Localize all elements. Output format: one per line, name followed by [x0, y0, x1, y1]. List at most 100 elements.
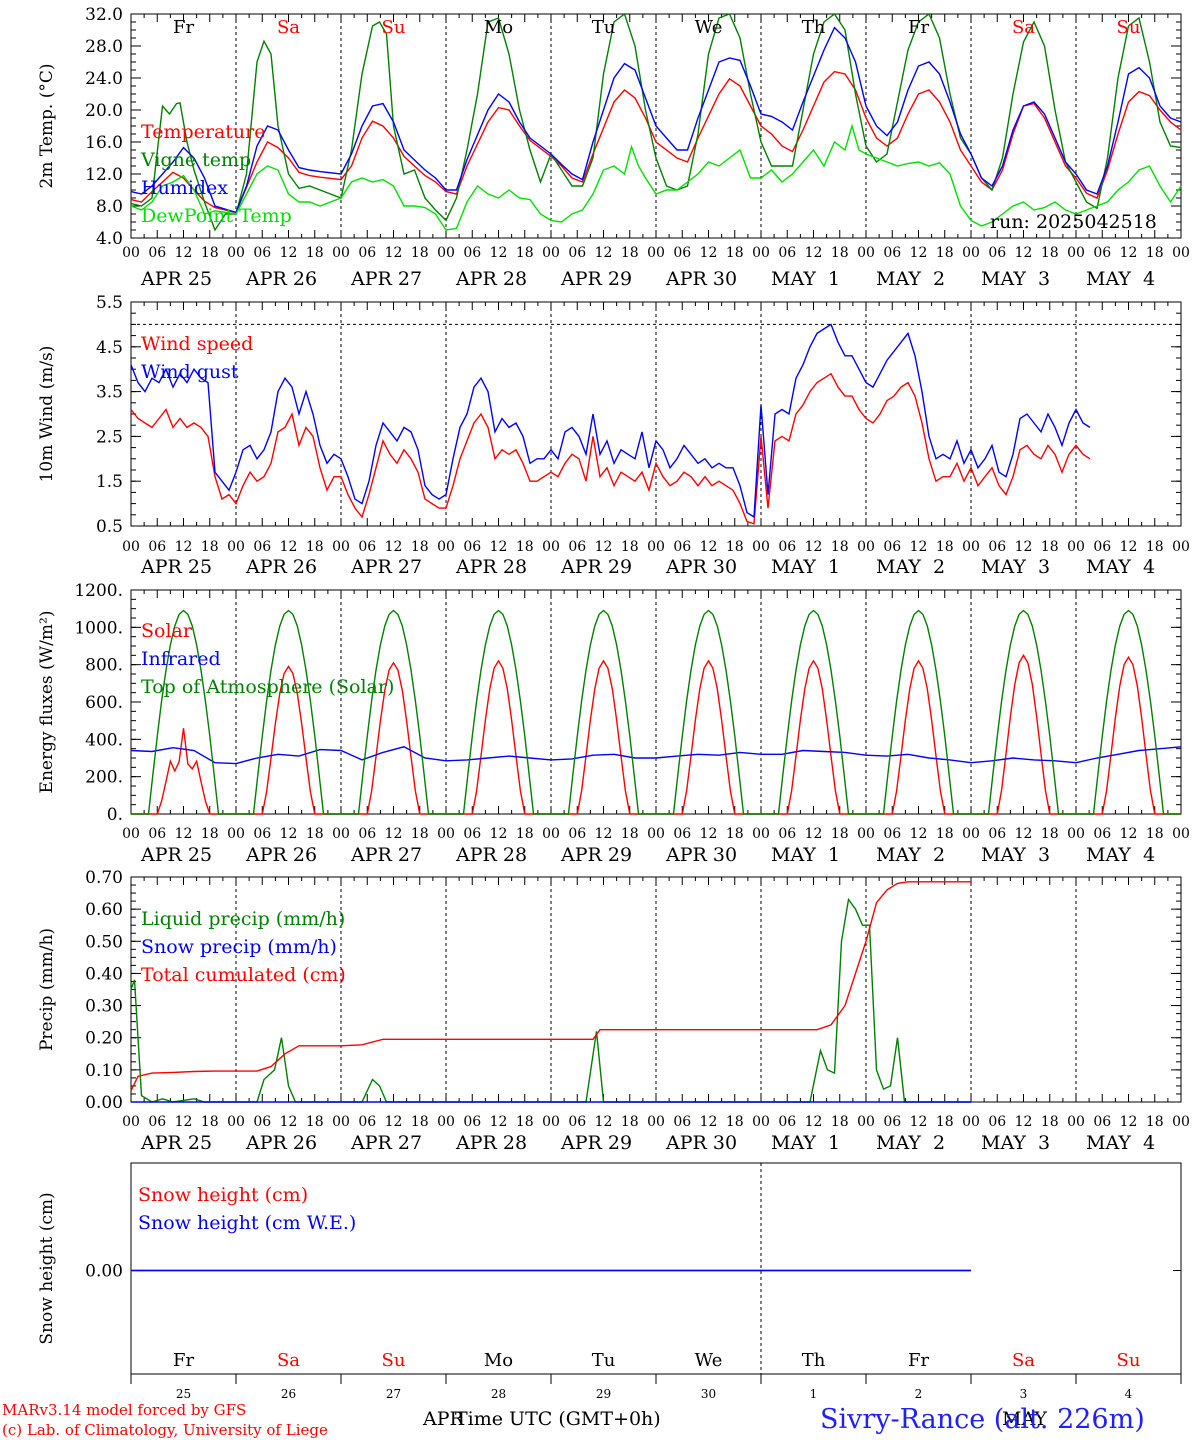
- y-tick-label: 1000.: [74, 618, 123, 638]
- y-tick-label: 12.0: [85, 165, 123, 185]
- y-tick-label: 0.20: [85, 1029, 123, 1049]
- hour-tick-label: 06: [673, 1114, 691, 1130]
- legend-label: Snow height (cm W.E.): [138, 1212, 356, 1234]
- date-label: MAY 1: [771, 844, 840, 866]
- weekday-label: Fr: [908, 17, 929, 38]
- hour-tick-label: 00: [1172, 826, 1190, 842]
- hour-tick-label: 00: [962, 539, 980, 555]
- date-label: APR 27: [350, 556, 422, 578]
- hour-tick-label: 06: [358, 826, 376, 842]
- hour-tick-label: 12: [700, 826, 718, 842]
- hour-tick-label: 18: [201, 539, 219, 555]
- hour-tick-label: 12: [490, 245, 508, 261]
- weekday-label: Fr: [908, 1350, 929, 1371]
- hour-tick-label: 18: [621, 539, 639, 555]
- hour-tick-label: 00: [752, 539, 770, 555]
- hour-tick-label: 18: [936, 539, 954, 555]
- date-label: MAY 3: [981, 844, 1050, 866]
- weekday-label: Th: [802, 17, 826, 38]
- hour-tick-label: 18: [1146, 826, 1164, 842]
- hour-tick-label: 18: [621, 245, 639, 261]
- hour-tick-label: 12: [385, 1114, 403, 1130]
- weekday-label: Fr: [173, 17, 194, 38]
- hour-tick-label: 12: [1015, 245, 1033, 261]
- hour-tick-label: 12: [595, 1114, 613, 1130]
- hour-tick-label: 12: [175, 826, 193, 842]
- date-label: APR 30: [665, 268, 737, 290]
- hour-tick-label: 18: [306, 826, 324, 842]
- hour-tick-label: 18: [306, 1114, 324, 1130]
- weekday-label: We: [695, 1350, 723, 1371]
- hour-tick-label: 00: [122, 826, 140, 842]
- hour-tick-label: 18: [936, 1114, 954, 1130]
- hour-tick-label: 12: [1120, 826, 1138, 842]
- legend-label: Wind speed: [141, 333, 253, 355]
- legend-label: Infrared: [141, 648, 221, 670]
- hour-tick-label: 06: [358, 539, 376, 555]
- date-label: APR 28: [455, 844, 527, 866]
- legend-label: Total cumulated (cm): [141, 964, 346, 986]
- hour-tick-label: 18: [306, 539, 324, 555]
- legend-label: Humidex: [141, 177, 228, 199]
- hour-tick-label: 06: [1093, 1114, 1111, 1130]
- hour-tick-label: 18: [1041, 245, 1059, 261]
- legend-label: Vigne temp: [140, 149, 251, 171]
- hour-tick-label: 18: [831, 826, 849, 842]
- hour-tick-label: 00: [542, 245, 560, 261]
- y-tick-label: 0.30: [85, 997, 123, 1017]
- hour-tick-label: 06: [463, 1114, 481, 1130]
- y-tick-label: 200.: [85, 768, 123, 788]
- weekday-label: Fr: [173, 1350, 194, 1371]
- hour-tick-label: 18: [726, 245, 744, 261]
- hour-tick-label: 18: [1146, 245, 1164, 261]
- hour-tick-label: 12: [280, 1114, 298, 1130]
- panel-frame-energy: [130, 589, 1182, 815]
- hour-tick-label: 12: [805, 826, 823, 842]
- model-line: MARv3.14 model forced by GFS: [2, 1401, 246, 1419]
- hour-tick-label: 18: [201, 245, 219, 261]
- y-tick-label: 0.70: [85, 868, 123, 888]
- hour-tick-label: 12: [805, 245, 823, 261]
- weekday-label: Sa: [277, 17, 300, 38]
- hour-tick-label: 06: [988, 1114, 1006, 1130]
- weekday-label: Sa: [277, 1350, 300, 1371]
- y-axis-title: 10m Wind (m/s): [37, 346, 57, 483]
- hour-tick-label: 00: [227, 1114, 245, 1130]
- hour-tick-label: 18: [516, 245, 534, 261]
- hour-tick-label: 12: [910, 826, 928, 842]
- hour-tick-label: 00: [542, 539, 560, 555]
- hour-tick-label: 06: [568, 826, 586, 842]
- hour-tick-label: 00: [122, 539, 140, 555]
- hour-tick-label: 12: [280, 539, 298, 555]
- hour-tick-label: 00: [857, 245, 875, 261]
- y-tick-label: 5.5: [96, 293, 123, 313]
- hour-tick-label: 18: [1146, 539, 1164, 555]
- hour-tick-label: 12: [385, 245, 403, 261]
- series-line-precip-0: [130, 897, 971, 1103]
- date-label: APR 25: [140, 268, 212, 290]
- date-label: APR 29: [560, 556, 632, 578]
- y-tick-label: 0.00: [85, 1262, 123, 1282]
- hour-tick-label: 06: [148, 539, 166, 555]
- date-label: MAY 4: [1086, 268, 1155, 290]
- hour-tick-label: 06: [778, 539, 796, 555]
- date-label: MAY 4: [1086, 556, 1155, 578]
- y-tick-label: 1.5: [96, 472, 123, 492]
- day-number-label: 3: [1020, 1387, 1028, 1401]
- y-axis-title: Energy fluxes (W/m²): [37, 611, 57, 794]
- series-line-temperature-3: [130, 123, 1182, 231]
- hour-tick-label: 18: [1146, 1114, 1164, 1130]
- hour-tick-label: 00: [1067, 245, 1085, 261]
- y-tick-label: 24.0: [85, 69, 123, 89]
- hour-tick-label: 00: [437, 245, 455, 261]
- hour-tick-label: 12: [700, 1114, 718, 1130]
- date-label: MAY 3: [981, 268, 1050, 290]
- hour-tick-label: 18: [411, 826, 429, 842]
- legend-label: Top of Atmosphere (Solar): [141, 676, 394, 698]
- credit-line: (c) Lab. of Climatology, University of L…: [2, 1421, 328, 1439]
- hour-tick-label: 18: [831, 1114, 849, 1130]
- series-line-temperature-2: [130, 26, 1182, 214]
- legend-label: Liquid precip (mm/h): [141, 908, 345, 930]
- hour-tick-label: 12: [1120, 1114, 1138, 1130]
- weekday-label: Mo: [484, 1350, 513, 1371]
